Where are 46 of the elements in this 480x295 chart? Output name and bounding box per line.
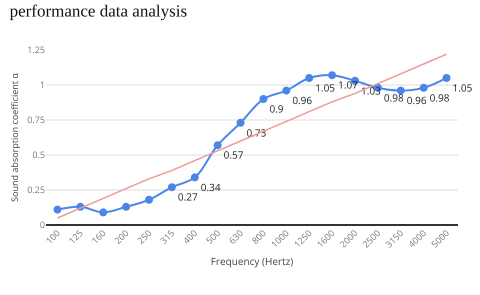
- data-label: 1.03: [361, 83, 382, 98]
- x-tick-label: 315: [157, 226, 178, 247]
- x-tick-label: 125: [66, 226, 86, 247]
- data-label: 0.96: [406, 93, 427, 108]
- y-axis-title: Sound absorption coefficient α: [8, 72, 21, 202]
- point: [122, 202, 130, 211]
- x-tick-label: 200: [111, 226, 132, 247]
- x-tick-label: 100: [42, 226, 63, 247]
- point: [53, 206, 62, 214]
- data-label: 0.34: [200, 180, 221, 194]
- x-tick-label: 630: [226, 226, 246, 247]
- x-tick-label: 160: [88, 226, 109, 247]
- point: [236, 118, 245, 127]
- point: [214, 141, 222, 150]
- chart-title: performance data analysis: [10, 1, 188, 20]
- y-tick-label: 0.5: [32, 148, 45, 162]
- x-tick-label: 250: [134, 226, 154, 247]
- x-tick-label: 800: [248, 226, 269, 247]
- x-tick-label: 400: [180, 226, 200, 247]
- y-tick-label: 0.75: [27, 113, 45, 126]
- x-axis-title: Frequency (Hertz): [210, 254, 294, 268]
- data-label: 1.05: [452, 80, 473, 94]
- point: [420, 84, 428, 92]
- point: [190, 173, 199, 182]
- data-label: 0.27: [178, 190, 198, 204]
- x-tick-label: 500: [202, 226, 223, 247]
- y-tick-label: 1.25: [27, 43, 45, 56]
- point: [396, 86, 405, 95]
- data-label: 1.05: [315, 80, 336, 94]
- point: [145, 196, 153, 204]
- point: [328, 71, 336, 80]
- point: [259, 95, 268, 103]
- point: [305, 74, 314, 82]
- y-tick-label: 1: [40, 78, 45, 92]
- y-tick-label: 0.25: [27, 183, 45, 196]
- data-label: 0.96: [292, 93, 312, 108]
- point: [168, 183, 176, 192]
- point: [442, 74, 451, 82]
- data-label: 0.98: [430, 90, 450, 104]
- data-label: 0.98: [384, 90, 404, 104]
- point: [99, 208, 108, 216]
- y-tick-label: 0: [40, 218, 45, 232]
- data-label: 0.57: [224, 148, 244, 162]
- point: [282, 86, 290, 95]
- data-label: 0.9: [269, 102, 284, 116]
- data-label: 1.07: [338, 78, 358, 92]
